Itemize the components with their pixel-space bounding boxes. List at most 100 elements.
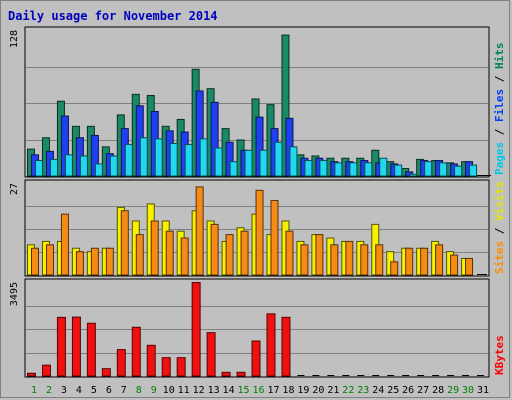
bar (405, 247, 414, 276)
bar (387, 375, 395, 376)
bar (255, 189, 264, 276)
bar (64, 154, 73, 177)
bar (424, 161, 433, 177)
bar (360, 244, 369, 276)
bar (315, 234, 324, 276)
x-tick-label: 20 (312, 385, 324, 396)
bar (304, 160, 313, 177)
x-tick-label: 30 (462, 385, 474, 396)
bar (251, 340, 261, 377)
bar (206, 332, 216, 377)
x-tick-label: 11 (178, 385, 190, 396)
bar (71, 316, 81, 377)
bar (334, 162, 343, 177)
bar (221, 371, 231, 377)
chart-panels: 128 Pages / Files / Hits 27 Sites / Visits 3… (9, 26, 506, 378)
x-tick-label: 29 (447, 385, 459, 396)
bar (184, 144, 193, 177)
series-pages (35, 137, 492, 177)
x-tick-label: 15 (238, 385, 250, 396)
x-tick-label: 6 (106, 385, 112, 396)
bar (462, 375, 470, 376)
x-tick-label: 24 (372, 385, 384, 396)
bar (161, 357, 171, 377)
x-tick-label: 26 (402, 385, 414, 396)
bar (349, 162, 358, 177)
panel-hits-files-pages: 128 Pages / Files / Hits (9, 26, 506, 178)
x-tick-label: 31 (477, 385, 489, 396)
bar (432, 375, 440, 376)
bar (60, 213, 69, 276)
bar (477, 274, 484, 275)
bar (176, 357, 186, 377)
bar (285, 230, 294, 276)
bar (109, 155, 118, 177)
bar (357, 375, 365, 376)
x-tick-label: 28 (432, 385, 444, 396)
x-tick-label: 16 (252, 385, 264, 396)
bar (300, 244, 309, 276)
bar (465, 257, 474, 276)
bar (469, 164, 478, 177)
x-tick-label: 1 (31, 385, 37, 396)
bar (45, 244, 54, 276)
x-tick-label: 19 (297, 385, 309, 396)
bar (244, 149, 253, 177)
x-tick-label: 17 (267, 385, 279, 396)
bar (199, 138, 208, 177)
bar (266, 313, 276, 377)
legend-hits: Hits (493, 43, 506, 70)
bar (364, 162, 373, 177)
bar (229, 161, 238, 177)
bar (116, 349, 126, 377)
bar (49, 158, 58, 177)
bar (225, 234, 234, 276)
bar (79, 155, 88, 177)
bar (289, 146, 298, 177)
x-tick-label: 9 (151, 385, 157, 396)
bar (454, 165, 463, 177)
x-tick-label: 25 (387, 385, 399, 396)
bar (390, 261, 399, 276)
bar (131, 326, 141, 377)
bar (105, 247, 114, 276)
bar (394, 164, 403, 177)
bar (297, 375, 305, 376)
legend-: / (493, 69, 506, 89)
series-sites (31, 186, 488, 276)
bar (31, 247, 39, 276)
bar (75, 251, 84, 276)
bar (477, 375, 485, 376)
panel-legend: KBytes (493, 335, 506, 375)
x-tick-label: 8 (136, 385, 142, 396)
bar (191, 282, 201, 377)
chart-title: Daily usage for November 2014 (8, 9, 218, 23)
bar (214, 147, 223, 177)
bar (439, 162, 448, 177)
bar (274, 141, 283, 177)
bar (281, 316, 291, 377)
x-tick-label: 21 (327, 385, 339, 396)
bar (259, 149, 268, 177)
x-tick-label: 23 (357, 385, 369, 396)
x-axis-labels: 1 2 3 4 5 6 7 8 9 10 11 12 13 14 15 16 17 18 19 20 21 22 23 24 2… (31, 385, 489, 396)
bar (41, 364, 51, 377)
panel-max-label: 128 (9, 30, 20, 48)
bar (90, 247, 99, 276)
series-kbytes (27, 282, 485, 377)
legend-visits: Visits (493, 181, 506, 221)
bar (165, 230, 174, 276)
bar (375, 244, 384, 276)
x-tick-label: 14 (223, 385, 235, 396)
x-tick-label: 13 (208, 385, 220, 396)
legend-: / (493, 122, 506, 142)
bar (120, 210, 129, 276)
bar (146, 344, 156, 377)
legend-pages: Pages (493, 142, 506, 175)
bar (420, 247, 429, 276)
bar (485, 175, 492, 176)
bar (330, 244, 339, 276)
